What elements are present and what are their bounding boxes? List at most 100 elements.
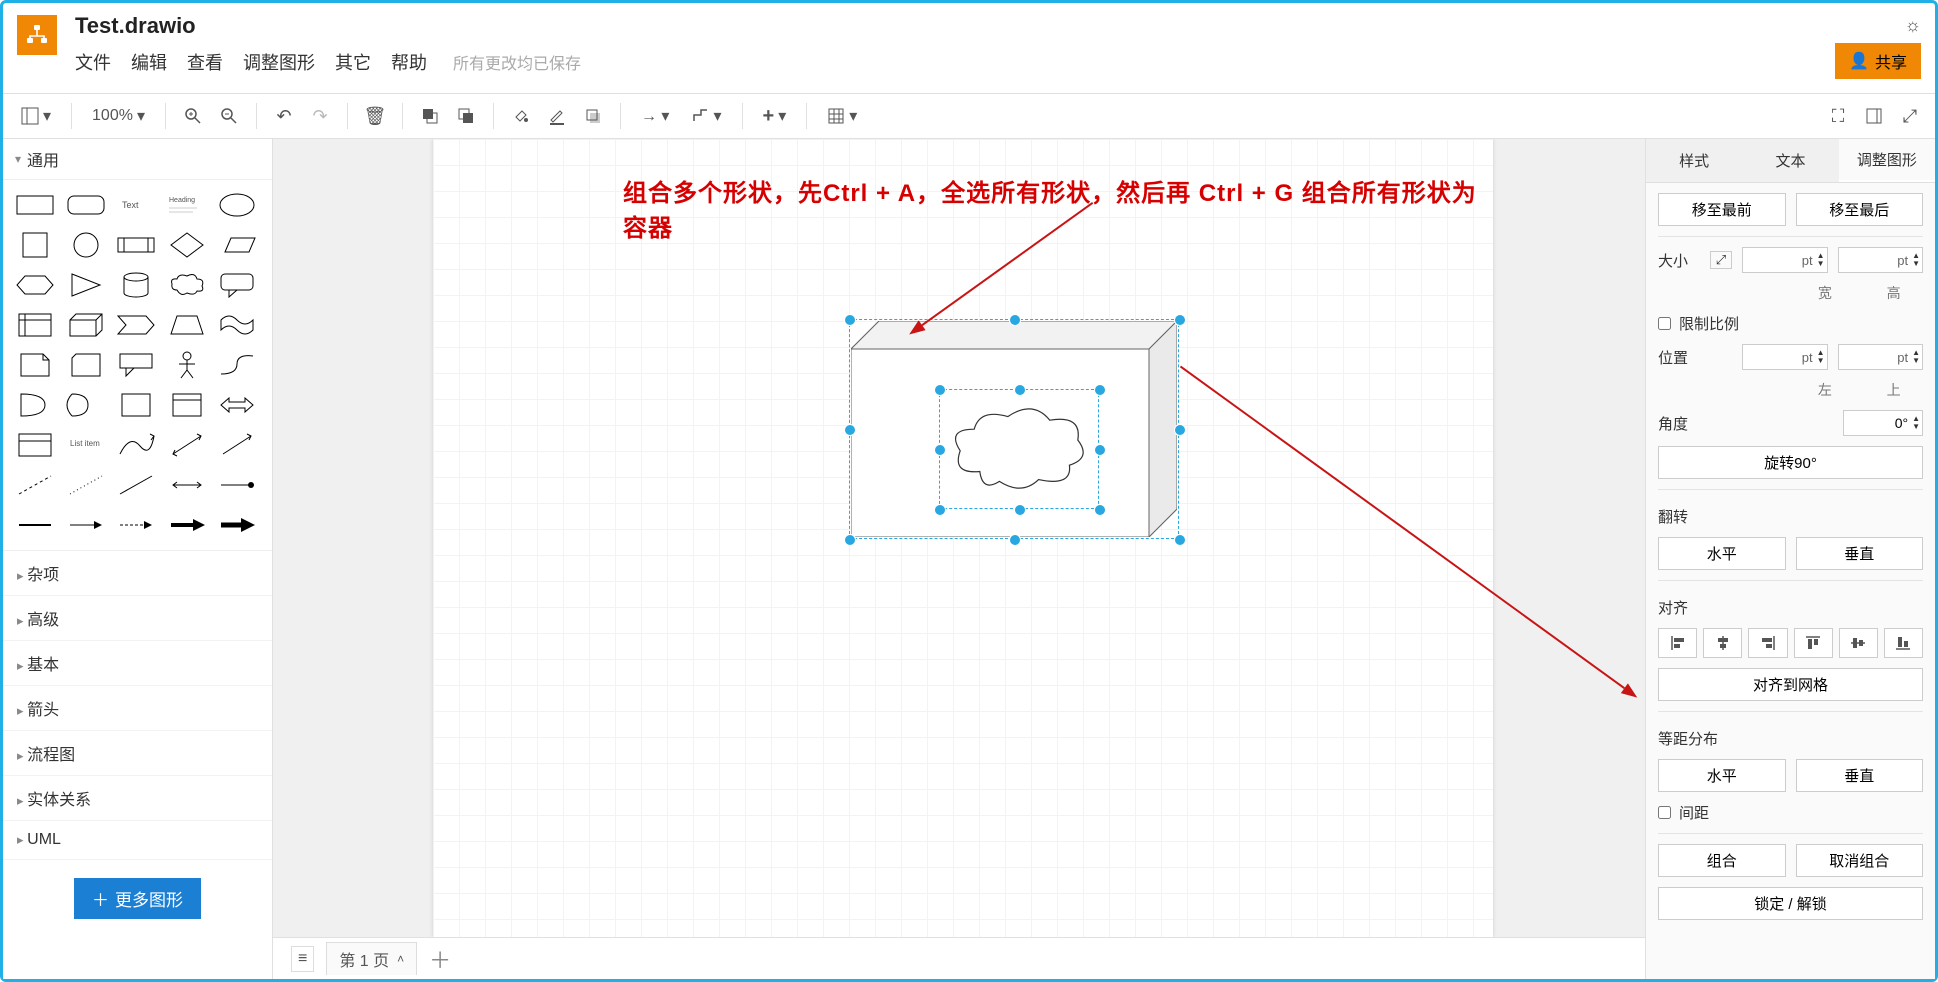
selection-handle[interactable] (1009, 314, 1021, 326)
to-back-button[interactable]: 移至最后 (1796, 193, 1924, 226)
cat-basic[interactable]: 基本 (3, 641, 272, 686)
tab-arrange[interactable]: 调整图形 (1839, 139, 1935, 182)
menu-extras[interactable]: 其它 (335, 49, 371, 75)
shape-container[interactable] (116, 390, 156, 420)
zoom-selector[interactable]: 100% ▾ (84, 101, 153, 131)
selection-handle[interactable] (1094, 384, 1106, 396)
shape-trapezoid[interactable] (167, 310, 207, 340)
selection-handle[interactable] (844, 314, 856, 326)
shape-step[interactable] (116, 310, 156, 340)
to-front-button[interactable]: 移至最前 (1658, 193, 1786, 226)
cat-er[interactable]: 实体关系 (3, 776, 272, 821)
shape-text[interactable]: Text (116, 190, 156, 220)
shape-rect[interactable] (15, 190, 55, 220)
expand-icon[interactable]: ⤢ (1895, 101, 1925, 131)
selection-handle[interactable] (934, 504, 946, 516)
selection-handle[interactable] (934, 444, 946, 456)
redo-button[interactable]: ↷ (305, 101, 335, 131)
shape-card[interactable] (66, 350, 106, 380)
shape-note[interactable] (15, 350, 55, 380)
shape-thick[interactable] (167, 510, 207, 540)
shape-harrow2[interactable] (66, 510, 106, 540)
shape-ellipse[interactable] (217, 190, 257, 220)
app-logo[interactable] (17, 15, 57, 55)
align-center-v[interactable] (1839, 628, 1878, 658)
autosize-icon[interactable]: ⤢ (1710, 251, 1732, 269)
shape-thick2[interactable] (217, 510, 257, 540)
shape-tape[interactable] (217, 310, 257, 340)
menu-view[interactable]: 查看 (187, 49, 223, 75)
y-input[interactable] (1839, 349, 1894, 365)
shape-actor[interactable] (167, 350, 207, 380)
shape-harrow3[interactable] (116, 510, 156, 540)
shape-internal-storage[interactable] (15, 310, 55, 340)
cat-arrows[interactable]: 箭头 (3, 686, 272, 731)
shape-or[interactable] (15, 390, 55, 420)
canvas[interactable]: 组合多个形状，先Ctrl + A，全选所有形状，然后再 Ctrl + G 组合所… (273, 139, 1645, 937)
lock-button[interactable]: 锁定 / 解锁 (1658, 887, 1923, 920)
menu-file[interactable]: 文件 (75, 49, 111, 75)
cat-uml[interactable]: UML (3, 821, 272, 860)
shape-diamond[interactable] (167, 230, 207, 260)
shape-listitem[interactable]: List item (66, 430, 106, 460)
insert-icon[interactable]: + ▾ (755, 101, 795, 131)
shape-bidir[interactable] (167, 470, 207, 500)
shape-textbox[interactable]: Heading (167, 190, 207, 220)
width-input[interactable] (1743, 252, 1798, 268)
align-bottom[interactable] (1884, 628, 1923, 658)
shape-parallelogram[interactable] (217, 230, 257, 260)
shape-cylinder[interactable] (116, 270, 156, 300)
rotate90-button[interactable]: 旋转90° (1658, 446, 1923, 479)
add-page-button[interactable]: ＋ (429, 943, 451, 975)
menu-edit[interactable]: 编辑 (131, 49, 167, 75)
cat-misc[interactable]: 杂项 (3, 551, 272, 596)
shape-callout2[interactable] (116, 350, 156, 380)
shape-doublearrow2[interactable] (217, 390, 257, 420)
fullscreen-icon[interactable]: ⛶ (1823, 101, 1853, 131)
menu-arrange[interactable]: 调整图形 (243, 49, 315, 75)
theme-icon[interactable]: ☼ (1905, 15, 1922, 36)
shape-hline[interactable] (15, 510, 55, 540)
selection-handle[interactable] (1094, 444, 1106, 456)
to-front-icon[interactable] (415, 101, 445, 131)
zoom-out-icon[interactable] (214, 101, 244, 131)
shape-dashed[interactable] (15, 470, 55, 500)
spacing-checkbox[interactable]: 间距 (1658, 802, 1923, 823)
zoom-in-icon[interactable] (178, 101, 208, 131)
selection-handle[interactable] (844, 424, 856, 436)
shapes-section-header[interactable]: 通用 (3, 139, 272, 180)
menu-help[interactable]: 帮助 (391, 49, 427, 75)
shape-frame[interactable] (167, 390, 207, 420)
selection-handle[interactable] (1094, 504, 1106, 516)
waypoint-icon[interactable]: ▾ (683, 101, 729, 131)
format-panel-icon[interactable] (1859, 101, 1889, 131)
view-mode-button[interactable]: ▾ (13, 101, 59, 131)
dist-h-button[interactable]: 水平 (1658, 759, 1786, 792)
shape-process[interactable] (116, 230, 156, 260)
document-title[interactable]: Test.drawio (75, 13, 1835, 39)
pages-menu-icon[interactable]: ≡ (291, 946, 314, 972)
dist-v-button[interactable]: 垂直 (1796, 759, 1924, 792)
selection-handle[interactable] (1009, 534, 1021, 546)
height-input[interactable] (1839, 252, 1894, 268)
delete-button[interactable]: 🗑 (360, 101, 390, 131)
selection-handle[interactable] (1014, 504, 1026, 516)
shape-cloud[interactable] (167, 270, 207, 300)
snap-grid-button[interactable]: 对齐到网格 (1658, 668, 1923, 701)
selection-handle[interactable] (844, 534, 856, 546)
shadow-icon[interactable] (578, 101, 608, 131)
page[interactable]: 组合多个形状，先Ctrl + A，全选所有形状，然后再 Ctrl + G 组合所… (433, 139, 1493, 937)
shape-circle[interactable] (66, 230, 106, 260)
angle-input[interactable] (1844, 415, 1912, 431)
cat-flowchart[interactable]: 流程图 (3, 731, 272, 776)
page-tab-1[interactable]: 第 1 页 ˄ (326, 942, 417, 975)
line-color-icon[interactable] (542, 101, 572, 131)
shape-line3[interactable] (116, 470, 156, 500)
shape-curve2[interactable] (217, 350, 257, 380)
connection-icon[interactable]: → ▾ (633, 101, 677, 131)
flip-v-button[interactable]: 垂直 (1796, 537, 1924, 570)
align-right[interactable] (1748, 628, 1787, 658)
selection-handle[interactable] (1174, 424, 1186, 436)
table-icon[interactable]: ▾ (819, 101, 865, 131)
selection-handle[interactable] (934, 384, 946, 396)
